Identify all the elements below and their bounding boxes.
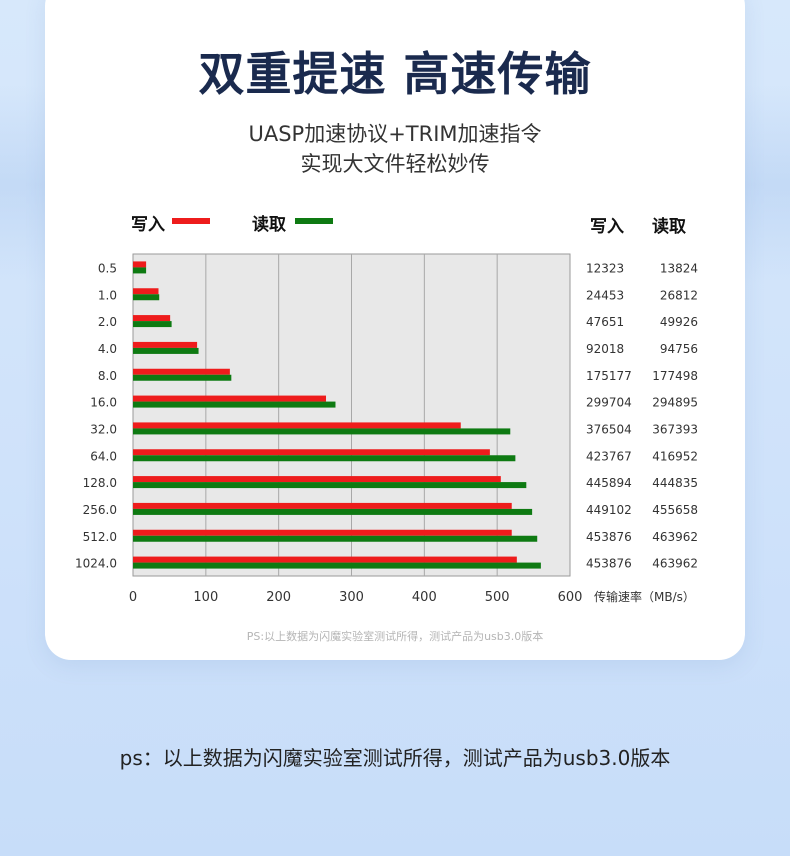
read-bar	[133, 455, 516, 462]
legend-read-swatch	[295, 218, 333, 224]
y-tick-label: 1024.0	[75, 557, 117, 571]
table-read-header: 读取	[652, 217, 686, 237]
write-bar	[133, 422, 461, 429]
table-write-value: 47651	[586, 315, 624, 329]
table-read-value: 177498	[652, 369, 698, 383]
y-tick-label: 128.0	[83, 476, 117, 490]
table-read-value: 367393	[652, 422, 698, 436]
x-tick-label: 100	[193, 590, 218, 605]
table-write-value: 92018	[586, 342, 624, 356]
x-tick-label: 400	[412, 590, 437, 605]
write-bar	[133, 261, 147, 268]
write-bar	[133, 529, 512, 536]
read-bar	[133, 267, 147, 274]
table-write-header: 写入	[590, 217, 624, 237]
table-write-value: 24453	[586, 288, 624, 302]
y-tick-label: 1.0	[98, 288, 117, 302]
read-bar	[133, 428, 511, 435]
table-read-value: 463962	[652, 557, 698, 571]
table-read-value: 49926	[660, 315, 698, 329]
write-bar	[133, 395, 327, 402]
read-bar	[133, 294, 160, 301]
y-tick-label: 256.0	[83, 503, 117, 517]
y-tick-label: 2.0	[98, 315, 117, 329]
speed-chart: 0 100 200 300 400 500 600 传输速率（MB/s） 0.5 12323 138…	[75, 253, 698, 605]
write-bar	[133, 556, 517, 563]
table-read-value: 94756	[660, 342, 698, 356]
x-axis-label: 传输速率（MB/s）	[594, 589, 695, 604]
x-tick-label: 600	[558, 590, 583, 605]
read-bar	[133, 321, 172, 328]
table-write-value: 453876	[586, 557, 632, 571]
table-write-value: 445894	[586, 476, 632, 490]
footnote-large: ps：以上数据为闪魔实验室测试所得，测试产品为usb3.0版本	[119, 746, 671, 770]
subtitle-line-2: 实现大文件轻松妙传	[300, 152, 490, 176]
legend-write-label: 写入	[131, 215, 165, 235]
table-write-value: 449102	[586, 503, 632, 517]
read-bar	[133, 562, 541, 569]
write-bar	[133, 368, 230, 375]
x-tick-label: 300	[339, 590, 364, 605]
table-write-value: 12323	[586, 261, 624, 275]
table-read-value: 26812	[660, 288, 698, 302]
read-bar	[133, 535, 538, 542]
table-read-value: 444835	[652, 476, 698, 490]
subtitle-line-1: UASP加速协议+TRIM加速指令	[248, 122, 542, 146]
table-read-value: 455658	[652, 503, 698, 517]
table-write-value: 299704	[586, 396, 632, 410]
write-bar	[133, 502, 512, 509]
y-tick-label: 0.5	[98, 261, 117, 275]
table-write-value: 423767	[586, 449, 632, 463]
write-bar	[133, 449, 490, 456]
legend-read-label: 读取	[252, 215, 286, 235]
x-tick-label: 0	[129, 590, 137, 605]
table-write-value: 453876	[586, 530, 632, 544]
legend-write-swatch	[172, 218, 210, 224]
footnote-small: PS:以上数据为闪魔实验室测试所得，测试产品为usb3.0版本	[246, 630, 544, 643]
write-bar	[133, 315, 171, 322]
read-bar	[133, 401, 336, 408]
read-bar	[133, 508, 533, 515]
write-bar	[133, 288, 159, 295]
y-tick-label: 512.0	[83, 530, 117, 544]
table-write-value: 175177	[586, 369, 632, 383]
table-read-value: 463962	[652, 530, 698, 544]
y-tick-label: 16.0	[90, 396, 117, 410]
y-tick-label: 8.0	[98, 369, 117, 383]
read-bar	[133, 374, 232, 381]
write-bar	[133, 341, 198, 348]
table-write-value: 376504	[586, 422, 632, 436]
y-tick-label: 64.0	[90, 449, 117, 463]
y-tick-label: 32.0	[90, 422, 117, 436]
table-read-value: 294895	[652, 396, 698, 410]
x-tick-label: 200	[266, 590, 291, 605]
table-read-value: 416952	[652, 449, 698, 463]
y-tick-label: 4.0	[98, 342, 117, 356]
read-bar	[133, 347, 199, 354]
table-read-value: 13824	[660, 261, 698, 275]
page-title: 双重提速 高速传输	[198, 47, 592, 101]
x-tick-label: 500	[485, 590, 510, 605]
write-bar	[133, 476, 501, 483]
read-bar	[133, 482, 527, 489]
